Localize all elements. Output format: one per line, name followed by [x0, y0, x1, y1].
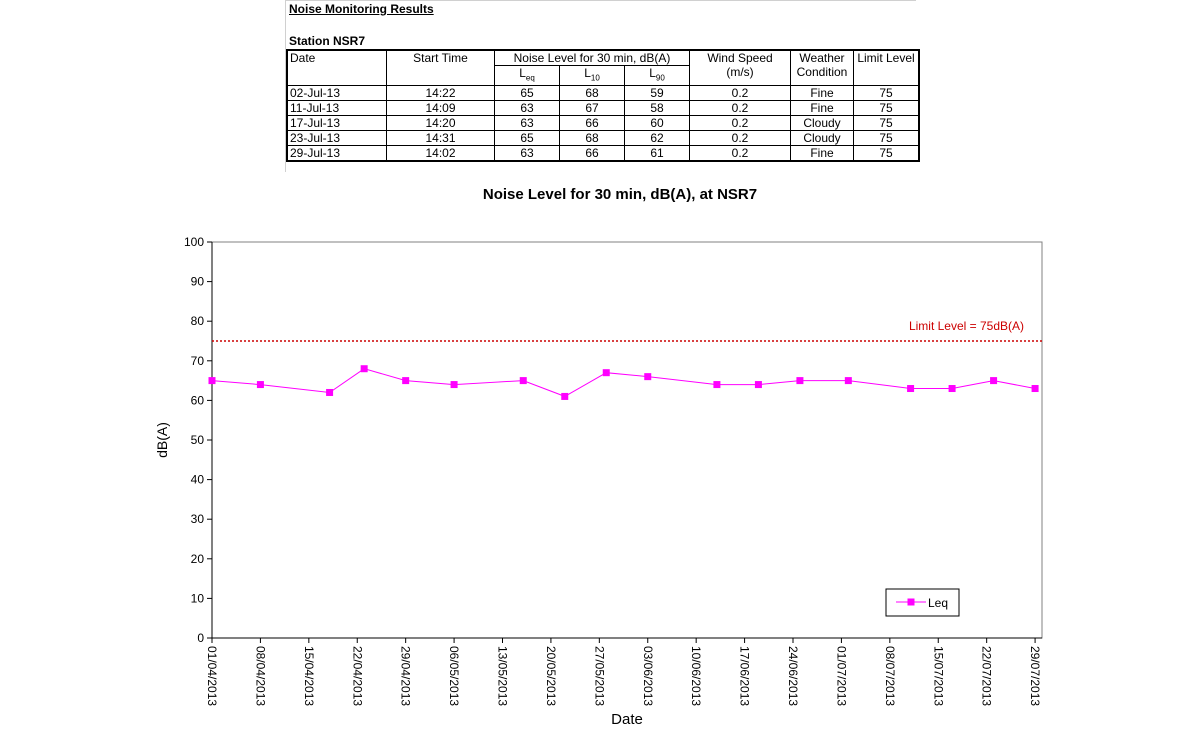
cell-limit: 75	[853, 130, 920, 147]
x-tick-label: 08/07/2013	[883, 646, 897, 706]
x-tick-label: 10/06/2013	[689, 646, 703, 706]
cell-l90: 61	[624, 145, 690, 162]
data-point	[754, 381, 762, 389]
th-l90: L90	[624, 64, 690, 87]
data-point	[450, 381, 458, 389]
cell-weather: Cloudy	[790, 130, 854, 147]
data-point	[844, 377, 852, 385]
x-tick-label: 15/04/2013	[302, 646, 316, 706]
data-point	[1031, 385, 1039, 393]
x-tick-label: 13/05/2013	[496, 646, 510, 706]
y-tick-label: 60	[191, 393, 205, 407]
y-tick-label: 10	[191, 591, 205, 605]
table-row: 02-Jul-13 14:22 65 68 59 0.2 Fine 75	[286, 85, 920, 102]
x-tick-label: 22/07/2013	[980, 646, 994, 706]
y-tick-label: 50	[191, 433, 205, 447]
x-tick-label: 03/06/2013	[641, 646, 655, 706]
page-title: Noise Monitoring Results	[289, 2, 434, 16]
data-point	[402, 377, 410, 385]
th-limit-level: Limit Level	[853, 49, 920, 87]
cell-leq: 63	[494, 100, 560, 117]
x-tick-label: 17/06/2013	[738, 646, 752, 706]
chart-title: Noise Level for 30 min, dB(A), at NSR7	[482, 186, 758, 203]
series-line-leq	[211, 368, 1036, 397]
legend-marker	[907, 598, 915, 606]
legend-label: Leq	[928, 596, 948, 610]
x-tick-label: 29/07/2013	[1028, 646, 1042, 706]
cell-leq: 65	[494, 130, 560, 147]
x-tick-label: 27/05/2013	[592, 646, 606, 706]
y-tick-label: 40	[191, 473, 205, 487]
cell-limit: 75	[853, 145, 920, 162]
y-tick-label: 100	[184, 235, 204, 249]
data-point	[644, 373, 652, 381]
left-rule	[285, 0, 286, 172]
x-tick-label: 20/05/2013	[544, 646, 558, 706]
y-axis-label: dB(A)	[154, 422, 170, 458]
y-tick-label: 80	[191, 314, 205, 328]
cell-date: 11-Jul-13	[286, 100, 387, 117]
cell-l10: 68	[559, 130, 625, 147]
cell-leq: 63	[494, 115, 560, 132]
y-tick-label: 0	[197, 631, 204, 645]
cell-limit: 75	[853, 100, 920, 117]
x-tick-label: 01/07/2013	[834, 646, 848, 706]
cell-weather: Cloudy	[790, 115, 854, 132]
data-point	[602, 369, 610, 377]
data-point	[326, 388, 334, 396]
th-wind-label: Wind Speed	[707, 51, 773, 65]
table-row: 29-Jul-13 14:02 63 66 61 0.2 Fine 75	[286, 145, 920, 162]
th-wind-unit: (m/s)	[726, 65, 754, 79]
x-tick-label: 22/04/2013	[350, 646, 364, 706]
cell-weather: Fine	[790, 145, 854, 162]
cell-start-time: 14:02	[386, 145, 495, 162]
cell-limit: 75	[853, 85, 920, 102]
data-point	[256, 381, 264, 389]
x-tick-label: 01/04/2013	[205, 646, 219, 706]
data-point	[796, 377, 804, 385]
th-start-time: Start Time	[386, 49, 495, 87]
th-weather-label2: Condition	[796, 65, 848, 79]
table-row: 23-Jul-13 14:31 65 68 62 0.2 Cloudy 75	[286, 130, 920, 147]
top-rule	[285, 0, 916, 1]
th-weather-label: Weather	[799, 51, 845, 65]
y-tick-label: 30	[191, 512, 205, 526]
data-point	[907, 385, 915, 393]
cell-date: 23-Jul-13	[286, 130, 387, 147]
data-point	[948, 385, 956, 393]
cell-weather: Fine	[790, 100, 854, 117]
table-body: 02-Jul-13 14:22 65 68 59 0.2 Fine 75 11-Jul-13 14…	[286, 85, 920, 162]
y-tick-label: 70	[191, 354, 205, 368]
results-table: Date Start Time Noise Level for 30 min, …	[286, 49, 920, 163]
x-axis-label: Date	[611, 711, 643, 728]
cell-date: 29-Jul-13	[286, 145, 387, 162]
x-tick-label: 29/04/2013	[399, 646, 413, 706]
data-point	[360, 365, 368, 373]
data-point	[990, 377, 998, 385]
data-point	[561, 392, 569, 400]
th-leq: Leq	[494, 64, 560, 87]
cell-date: 02-Jul-13	[286, 85, 387, 102]
table-row: 11-Jul-13 14:09 63 67 58 0.2 Fine 75	[286, 100, 920, 117]
station-label: Station NSR7	[289, 34, 366, 48]
x-tick-label: 24/06/2013	[786, 646, 800, 706]
limit-label: Limit Level = 75dB(A)	[909, 319, 1024, 333]
data-point	[208, 377, 216, 385]
x-tick-label: 08/04/2013	[253, 646, 267, 706]
plot-area	[211, 241, 1043, 639]
cell-start-time: 14:31	[386, 130, 495, 147]
y-tick-label: 90	[191, 275, 205, 289]
data-point	[713, 381, 721, 389]
cell-wind-speed: 0.2	[689, 145, 791, 162]
x-tick-label: 06/05/2013	[447, 646, 461, 706]
th-date: Date	[286, 49, 387, 87]
data-point	[519, 377, 527, 385]
y-tick-label: 20	[191, 552, 205, 566]
x-tick-label: 15/07/2013	[931, 646, 945, 706]
cell-l10: 66	[559, 145, 625, 162]
